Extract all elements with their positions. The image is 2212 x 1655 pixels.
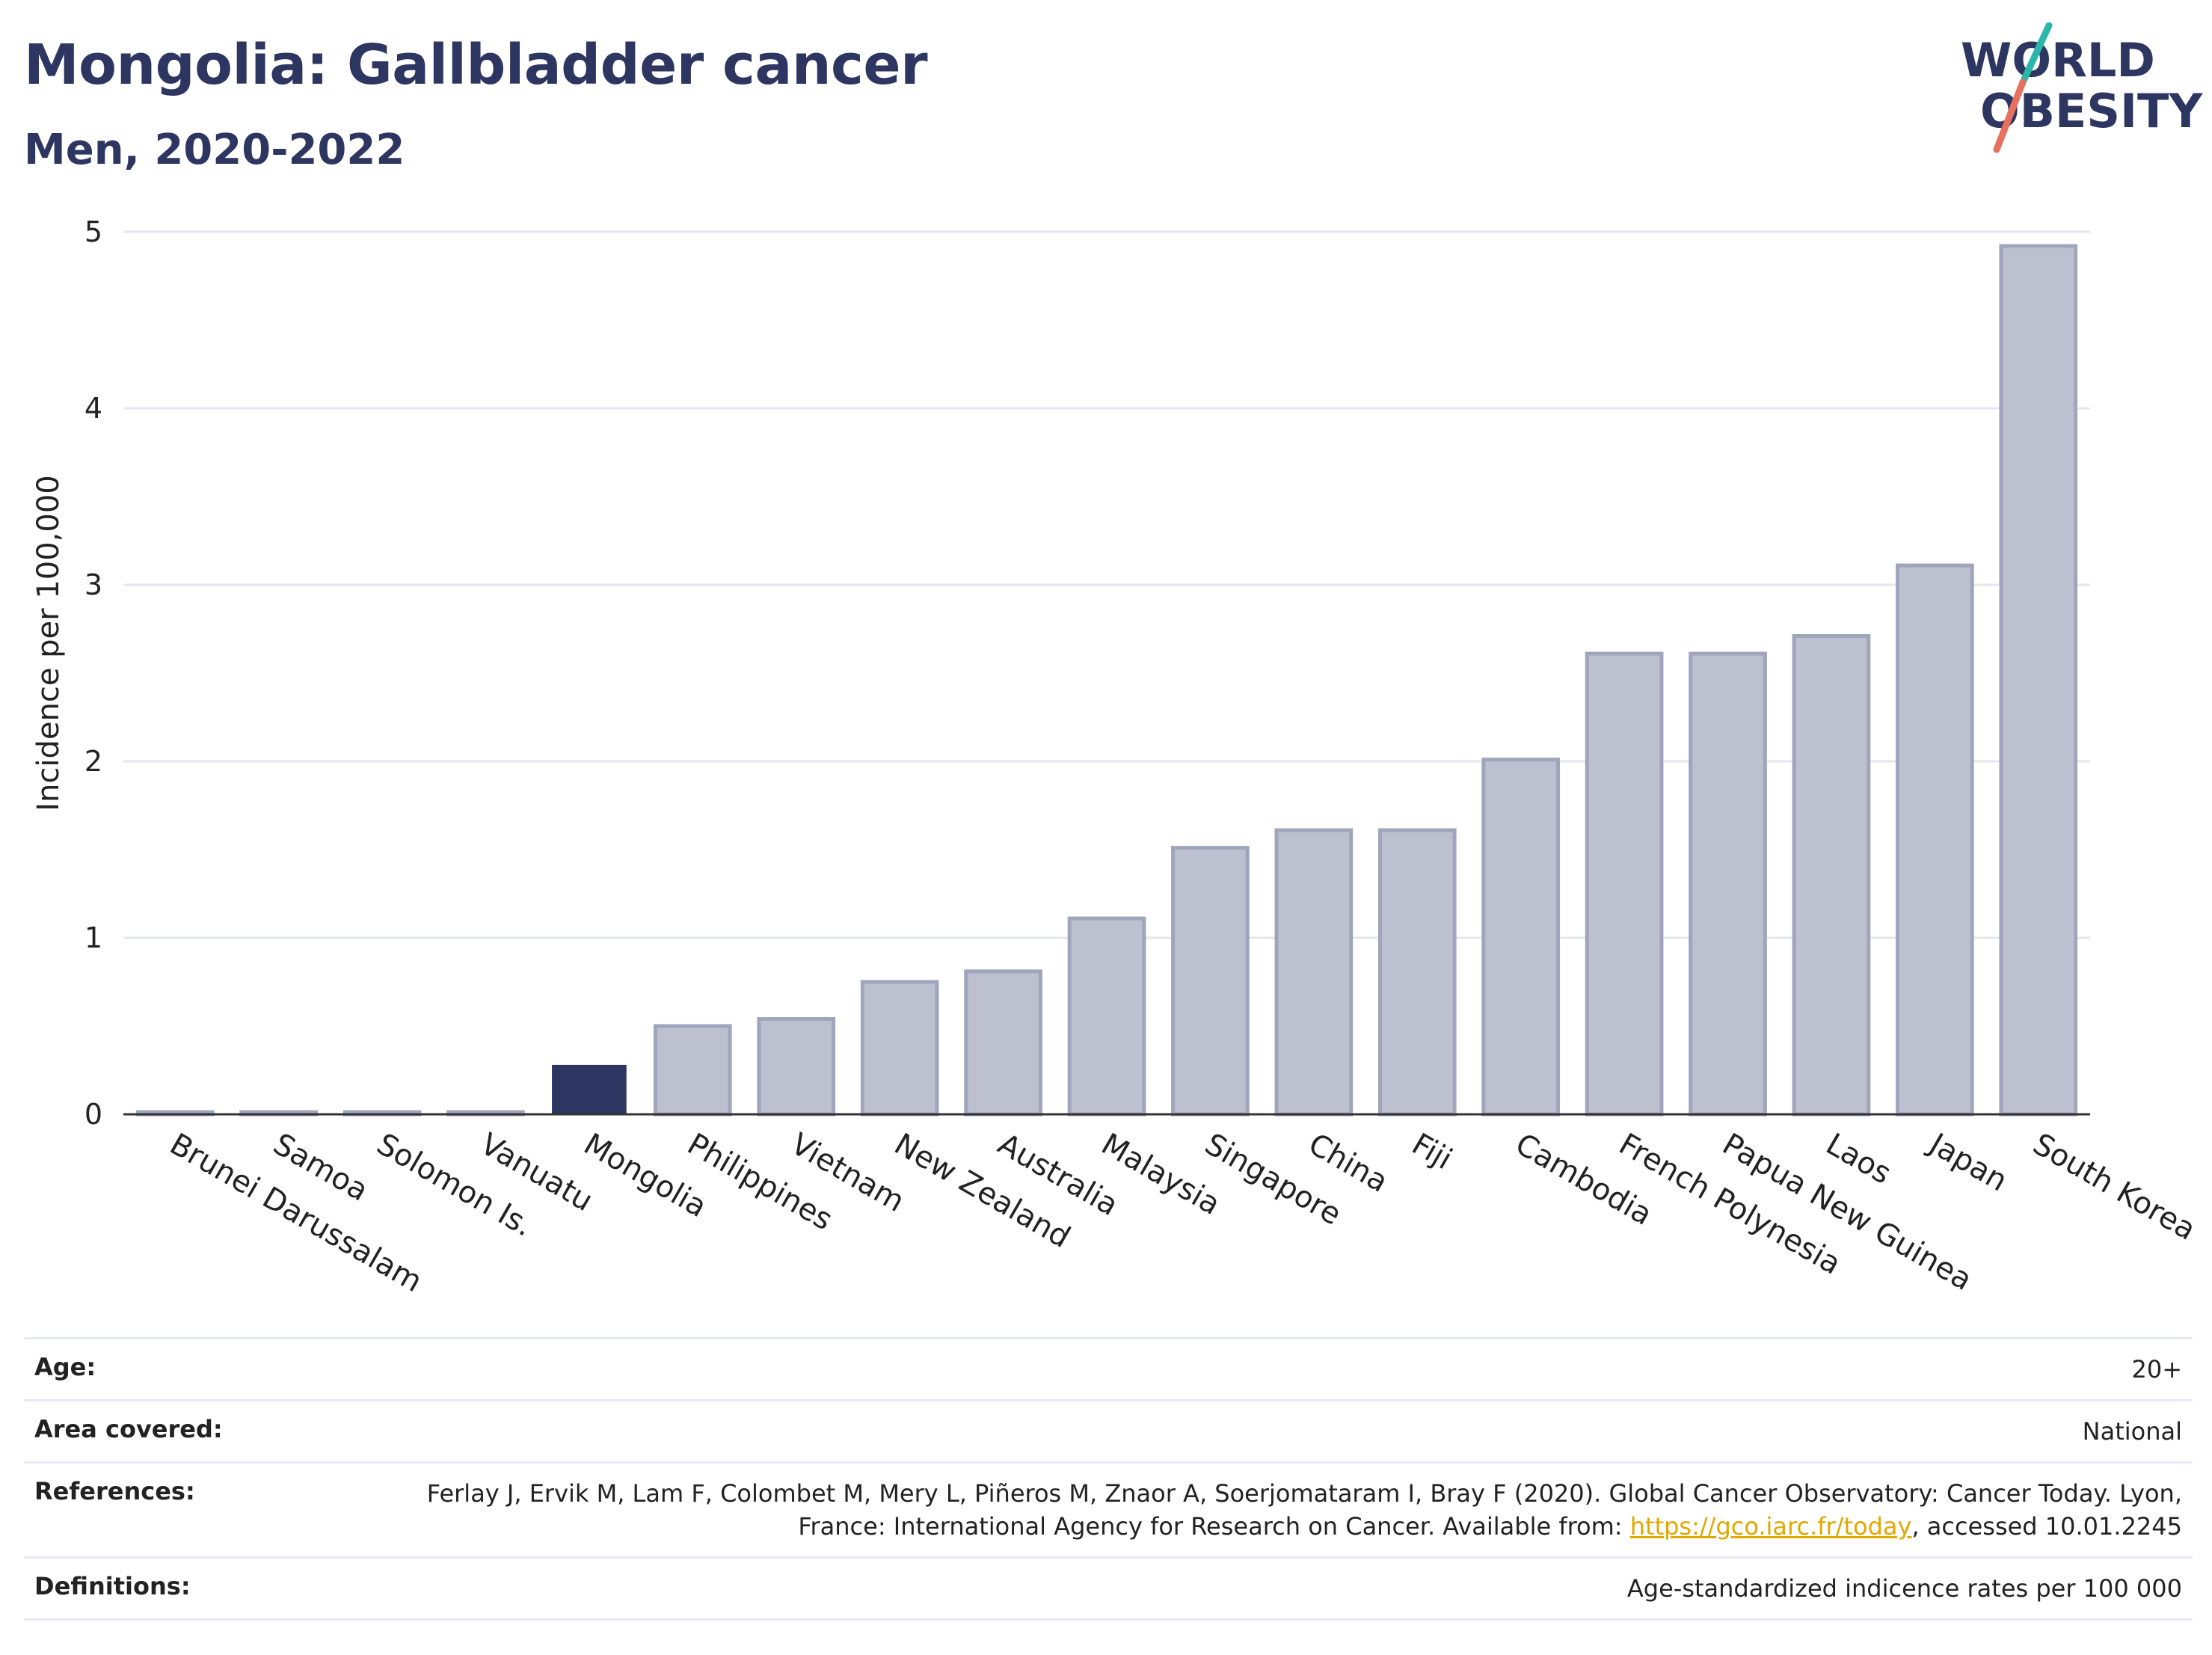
x-tick-label: New Zealand — [888, 1127, 1076, 1255]
info-row-area: Area covered: National — [24, 1399, 2193, 1461]
bar-mongolia — [552, 1064, 627, 1114]
references-text-2: , accessed 10.01.2245 — [1911, 1512, 2182, 1541]
bar-china — [1274, 828, 1354, 1117]
bar-papua-new-guinea — [1689, 651, 1767, 1117]
definitions-label: Definitions: — [34, 1572, 191, 1600]
world-obesity-logo: WORLD OBESITY — [1961, 22, 2203, 153]
bar-vietnam — [757, 1017, 836, 1117]
bar-cambodia — [1481, 758, 1561, 1117]
y-tick-label: 2 — [85, 745, 102, 778]
chart-title: Mongolia: Gallbladder cancer — [24, 33, 928, 97]
bar-laos — [1792, 633, 1871, 1117]
references-text-1: Ferlay J, Ervik M, Lam F, Colombet M, Me… — [426, 1479, 2182, 1541]
references-label: References: — [34, 1477, 195, 1505]
x-tick-label: Fiji — [1406, 1127, 1457, 1177]
y-tick-label: 0 — [85, 1098, 102, 1131]
y-tick-label: 1 — [85, 921, 102, 954]
chart-subtitle: Men, 2020-2022 — [24, 126, 405, 174]
bar-philippines — [653, 1024, 732, 1117]
bar-malaysia — [1067, 916, 1146, 1117]
info-table: Age: 20+ Area covered: National Referenc… — [24, 1337, 2193, 1621]
logo-line-1: WORLD — [1961, 33, 2155, 87]
x-tick-label: South Korea — [2027, 1127, 2202, 1247]
y-axis-ticks: 0 1 2 3 4 5 — [85, 215, 102, 1131]
area-label: Area covered: — [34, 1415, 223, 1443]
y-tick-label: 4 — [85, 392, 102, 425]
bar-south-korea — [1999, 244, 2078, 1117]
y-tick-label: 5 — [85, 215, 102, 248]
bar-japan — [1896, 563, 1974, 1117]
bar-new-zealand — [860, 980, 939, 1117]
y-axis-title: Incidence per 100,000 — [31, 475, 66, 811]
info-row-definitions: Definitions: Age-standardized indicence … — [24, 1556, 2193, 1621]
x-tick-label: Japan — [1922, 1126, 2013, 1198]
references-value: Ferlay J, Ervik M, Lam F, Colombet M, Me… — [387, 1477, 2182, 1543]
bar-fiji — [1377, 828, 1457, 1117]
bar-french-polynesia — [1585, 651, 1664, 1117]
y-tick-label: 3 — [85, 568, 102, 601]
references-link[interactable]: https://gco.iarc.fr/today — [1629, 1512, 1912, 1541]
info-row-references: References: Ferlay J, Ervik M, Lam F, Co… — [24, 1461, 2193, 1556]
bar-australia — [964, 969, 1042, 1117]
age-value: 20+ — [2131, 1355, 2182, 1384]
info-row-age: Age: 20+ — [24, 1337, 2193, 1399]
area-value: National — [2082, 1417, 2182, 1446]
definitions-value: Age-standardized indicence rates per 100… — [1626, 1574, 2182, 1603]
bars — [135, 244, 2078, 1117]
age-label: Age: — [34, 1353, 96, 1381]
x-tick-label: Laos — [1820, 1127, 1897, 1191]
bar-singapore — [1171, 846, 1250, 1117]
